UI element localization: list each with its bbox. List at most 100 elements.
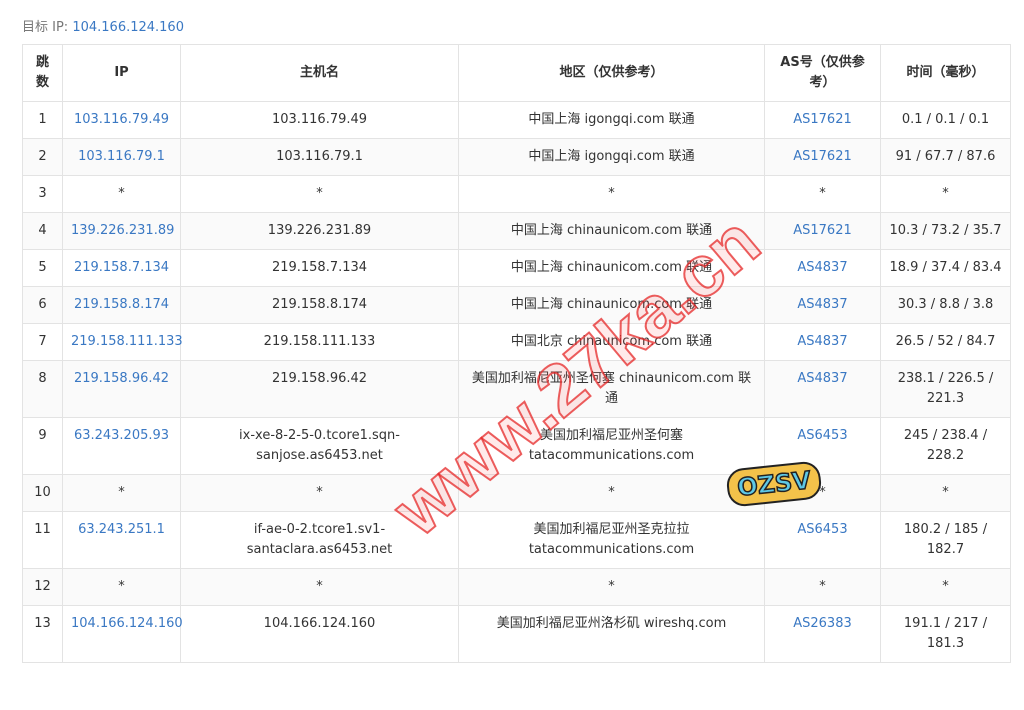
hop-cell: 11 [22, 511, 63, 569]
time-cell: * [880, 474, 1011, 512]
hostname-cell: * [180, 568, 459, 606]
time-cell: 10.3 / 73.2 / 35.7 [880, 212, 1011, 250]
ip-cell[interactable]: 63.243.205.93 [62, 417, 181, 475]
ip-cell[interactable]: 219.158.7.134 [62, 249, 181, 287]
ip-cell[interactable]: 219.158.8.174 [62, 286, 181, 324]
column-header: IP [62, 44, 181, 102]
hop-cell: 3 [22, 175, 63, 213]
hop-cell: 9 [22, 417, 63, 475]
as-number-cell[interactable]: AS4837 [764, 360, 881, 418]
time-cell: * [880, 175, 1011, 213]
hop-row: 3 * * * * * [22, 175, 1011, 213]
hop-cell: 4 [22, 212, 63, 250]
as-number-cell: * [764, 568, 881, 606]
ip-cell: * [62, 175, 181, 213]
as-number-cell[interactable]: AS17621 [764, 212, 881, 250]
as-number-cell: * [764, 474, 881, 512]
as-number-cell[interactable]: AS4837 [764, 286, 881, 324]
hop-row: 9 63.243.205.93 ix-xe-8-2-5-0.tcore1.sqn-s… [22, 417, 1011, 475]
region-cell: 中国上海 chinaunicom.com 联通 [458, 212, 765, 250]
region-cell: 中国北京 chinaunicom.com 联通 [458, 323, 765, 361]
region-cell: 美国加利福尼亚州圣何塞 chinaunicom.com 联通 [458, 360, 765, 418]
as-number-cell[interactable]: AS17621 [764, 138, 881, 176]
time-cell: 91 / 67.7 / 87.6 [880, 138, 1011, 176]
hop-row: 5 219.158.7.134 219.158.7.134 中国上海 chinauni… [22, 249, 1011, 287]
hop-row: 11 63.243.251.1 if-ae-0-2.tcore1.sv1-santa… [22, 511, 1011, 569]
hop-row: 13 104.166.124.160 104.166.124.160 美国加利福尼亚州… [22, 605, 1011, 663]
time-cell: * [880, 568, 1011, 606]
hop-cell: 5 [22, 249, 63, 287]
column-header: 主机名 [180, 44, 459, 102]
as-number-cell[interactable]: AS4837 [764, 323, 881, 361]
traceroute-table: 跳数 IP 主机名 地区（仅供参考） AS号（仅供参考） 时间（毫秒） 1 103.116.… [22, 44, 1011, 663]
as-number-cell[interactable]: AS6453 [764, 417, 881, 475]
hostname-cell: 104.166.124.160 [180, 605, 459, 663]
target-ip-value: 104.166.124.160 [72, 20, 184, 35]
region-cell: 美国加利福尼亚州圣克拉拉 tatacommunications.com [458, 511, 765, 569]
as-number-cell[interactable]: AS4837 [764, 249, 881, 287]
column-header: AS号（仅供参考） [764, 44, 881, 102]
hop-row: 4 139.226.231.89 139.226.231.89 中国上海 chinau… [22, 212, 1011, 250]
time-cell: 26.5 / 52 / 84.7 [880, 323, 1011, 361]
time-cell: 238.1 / 226.5 / 221.3 [880, 360, 1011, 418]
time-cell: 0.1 / 0.1 / 0.1 [880, 101, 1011, 139]
hostname-cell: 139.226.231.89 [180, 212, 459, 250]
hop-row: 10 * * * * * [22, 474, 1011, 512]
hostname-cell: 219.158.111.133 [180, 323, 459, 361]
time-cell: 18.9 / 37.4 / 83.4 [880, 249, 1011, 287]
time-cell: 191.1 / 217 / 181.3 [880, 605, 1011, 663]
time-cell: 30.3 / 8.8 / 3.8 [880, 286, 1011, 324]
ip-cell[interactable]: 103.116.79.1 [62, 138, 181, 176]
time-cell: 245 / 238.4 / 228.2 [880, 417, 1011, 475]
hop-row: 12 * * * * * [22, 568, 1011, 606]
hop-row: 1 103.116.79.49 103.116.79.49 中国上海 igongqi.… [22, 101, 1011, 139]
region-cell: 中国上海 chinaunicom.com 联通 [458, 249, 765, 287]
time-cell: 180.2 / 185 / 182.7 [880, 511, 1011, 569]
hop-cell: 13 [22, 605, 63, 663]
as-number-cell[interactable]: AS6453 [764, 511, 881, 569]
ip-cell[interactable]: 104.166.124.160 [62, 605, 183, 663]
as-number-cell[interactable]: AS17621 [764, 101, 881, 139]
region-cell: * [458, 568, 765, 606]
hop-cell: 6 [22, 286, 63, 324]
ip-cell[interactable]: 219.158.96.42 [62, 360, 181, 418]
ip-cell[interactable]: 103.116.79.49 [62, 101, 181, 139]
hop-cell: 2 [22, 138, 63, 176]
hop-row: 7 219.158.111.133 219.158.111.133 中国北京 chin… [22, 323, 1011, 361]
hostname-cell: 219.158.7.134 [180, 249, 459, 287]
region-cell: * [458, 175, 765, 213]
column-header: 时间（毫秒） [880, 44, 1011, 102]
ip-cell: * [62, 474, 181, 512]
hop-row: 8 219.158.96.42 219.158.96.42 美国加利福尼亚州圣何塞 c… [22, 360, 1011, 418]
hop-row: 2 103.116.79.1 103.116.79.1 中国上海 igongqi.co… [22, 138, 1011, 176]
region-cell: 中国上海 chinaunicom.com 联通 [458, 286, 765, 324]
region-cell: 中国上海 igongqi.com 联通 [458, 101, 765, 139]
hop-cell: 1 [22, 101, 63, 139]
hostname-cell: 103.116.79.1 [180, 138, 459, 176]
hop-cell: 10 [22, 474, 63, 512]
column-header: 地区（仅供参考） [458, 44, 765, 102]
hostname-cell: 219.158.96.42 [180, 360, 459, 418]
hostname-cell: 219.158.8.174 [180, 286, 459, 324]
hop-cell: 12 [22, 568, 63, 606]
as-number-cell[interactable]: AS26383 [764, 605, 881, 663]
hostname-cell: ix-xe-8-2-5-0.tcore1.sqn-sanjose.as6453.… [180, 417, 459, 475]
as-number-cell: * [764, 175, 881, 213]
region-cell: * [458, 474, 765, 512]
target-ip: 目标 IP: 104.166.124.160 [22, 16, 184, 35]
table-body: 1 103.116.79.49 103.116.79.49 中国上海 igongqi.… [22, 101, 1011, 663]
ip-cell: * [62, 568, 181, 606]
ip-cell[interactable]: 139.226.231.89 [62, 212, 181, 250]
hostname-cell: * [180, 175, 459, 213]
hop-cell: 7 [22, 323, 63, 361]
hostname-cell: * [180, 474, 459, 512]
header-row: 跳数 IP 主机名 地区（仅供参考） AS号（仅供参考） 时间（毫秒） [22, 44, 1011, 102]
hop-row: 6 219.158.8.174 219.158.8.174 中国上海 chinauni… [22, 286, 1011, 324]
column-header: 跳数 [22, 44, 63, 102]
region-cell: 中国上海 igongqi.com 联通 [458, 138, 765, 176]
ip-cell[interactable]: 219.158.111.133 [62, 323, 183, 361]
ip-cell[interactable]: 63.243.251.1 [62, 511, 181, 569]
hostname-cell: if-ae-0-2.tcore1.sv1-santaclara.as6453.n… [180, 511, 459, 569]
hop-cell: 8 [22, 360, 63, 418]
